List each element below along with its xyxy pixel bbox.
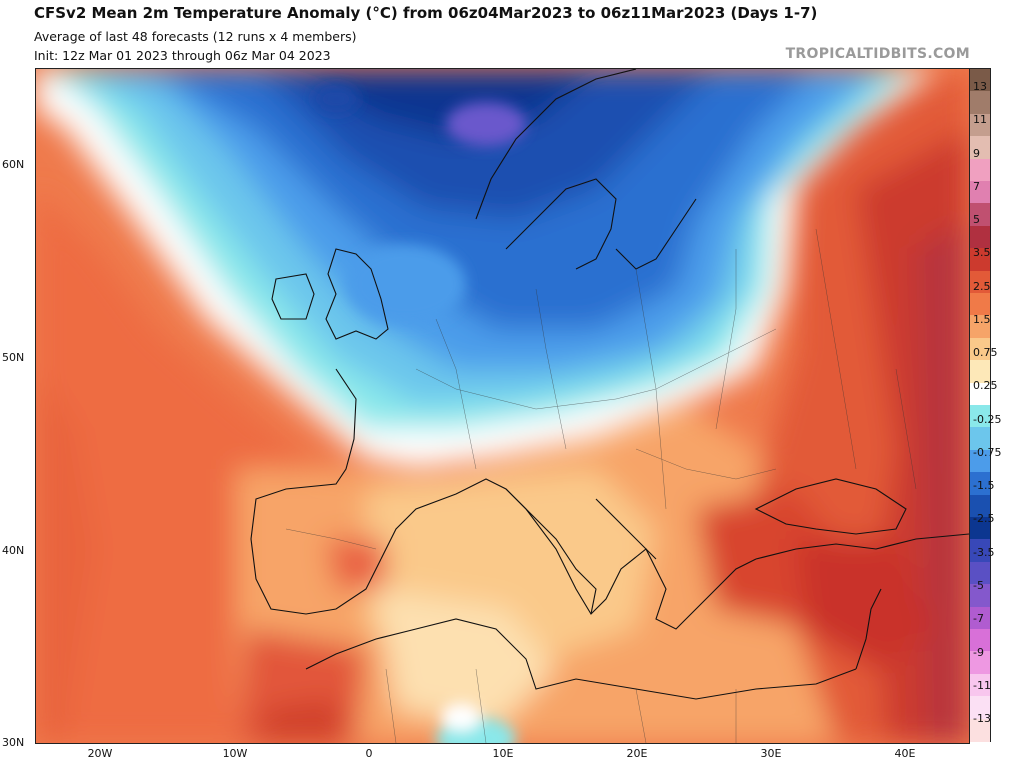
lon-label-0: 0 [365, 747, 373, 760]
colorbar-label: -13 [973, 712, 991, 726]
colorbar-label: -0.75 [973, 445, 1002, 459]
colorbar-label: 3.5 [973, 246, 991, 260]
lon-label-30e: 30E [760, 747, 782, 760]
colorbar-swatch [970, 517, 990, 540]
colorbar-swatch [970, 270, 990, 294]
colorbar-swatch [970, 539, 990, 563]
colorbar-swatch [970, 136, 990, 160]
colorbar-swatch [970, 651, 990, 675]
colorbar-swatch [970, 315, 990, 339]
colorbar-swatch [970, 113, 990, 137]
colorbar-label: -11 [973, 678, 991, 692]
lat-label-60n: 60N [2, 158, 25, 171]
colorbar-label: -2.5 [973, 512, 995, 526]
colorbar-label: 1.5 [973, 312, 991, 326]
colorbar-label: -3.5 [973, 545, 995, 559]
colorbar-label: -9 [973, 645, 984, 659]
source-credit: TROPICALTIDBITS.COM [785, 46, 970, 62]
lat-label-40n: 40N [2, 544, 25, 557]
colorbar-swatch [970, 561, 990, 585]
colorbar-swatch [970, 718, 990, 742]
colorbar-swatch [970, 629, 990, 652]
colorbar-swatch [970, 696, 990, 720]
lon-label-10w: 10W [222, 747, 248, 760]
colorbar-swatch [970, 248, 990, 272]
colorbar-label: 2.5 [973, 279, 991, 293]
coastlines [250, 69, 969, 700]
colorbar-swatch [970, 673, 990, 697]
lon-label-40e: 40E [894, 747, 916, 760]
colorbar-swatch [970, 606, 990, 630]
borders [285, 228, 917, 743]
colorbar-swatch [970, 382, 990, 406]
lon-label-20w: 20W [87, 747, 113, 760]
colorbar-label: 0.25 [973, 379, 998, 393]
colorbar-swatch [970, 472, 990, 496]
lat-label-50n: 50N [2, 351, 25, 364]
colorbar-swatch [970, 158, 990, 182]
colorbar-swatch [970, 293, 990, 316]
colorbar-label: 5 [973, 213, 980, 227]
colorbar-swatch [970, 203, 990, 227]
subtitle-average: Average of last 48 forecasts (12 runs x … [34, 29, 357, 44]
colorbar-swatch [970, 69, 990, 92]
colorbar-label: -1.5 [973, 479, 995, 493]
colorbar-swatch [970, 584, 990, 608]
colorbar-label: -7 [973, 612, 984, 626]
colorbar-swatch [970, 337, 990, 361]
colorbar-label: 13 [973, 80, 987, 93]
anomaly-field [36, 69, 969, 743]
colorbar-label: -5 [973, 579, 984, 592]
colorbar-swatch [970, 427, 990, 451]
lon-label-20e: 20E [626, 747, 648, 760]
colorbar-label: 7 [973, 179, 980, 193]
colorbar: 13 11 9 7 5 3.5 2.5 1.5 0.75 0.25 -0.25 -0.75 -1.5 -2… [969, 68, 1001, 742]
colorbar-swatch [970, 91, 990, 115]
lat-label-30n: 30N [2, 736, 25, 749]
colorbar-label: -0.25 [973, 412, 1002, 426]
colorbar-swatch [970, 449, 990, 473]
colorbar-swatch [970, 360, 990, 384]
colorbar-label: 0.75 [973, 346, 998, 360]
colorbar-swatch [970, 405, 990, 428]
colorbar-label: 9 [973, 146, 980, 160]
subtitle-init: Init: 12z Mar 01 2023 through 06z Mar 04… [34, 48, 331, 63]
anomaly-map[interactable] [35, 68, 970, 744]
colorbar-swatch [970, 494, 990, 518]
colorbar-swatch [970, 225, 990, 249]
lon-label-10e: 10E [492, 747, 514, 760]
chart-title: CFSv2 Mean 2m Temperature Anomaly (°C) f… [34, 4, 818, 22]
colorbar-label: 11 [973, 113, 987, 127]
colorbar-swatch [970, 181, 990, 204]
